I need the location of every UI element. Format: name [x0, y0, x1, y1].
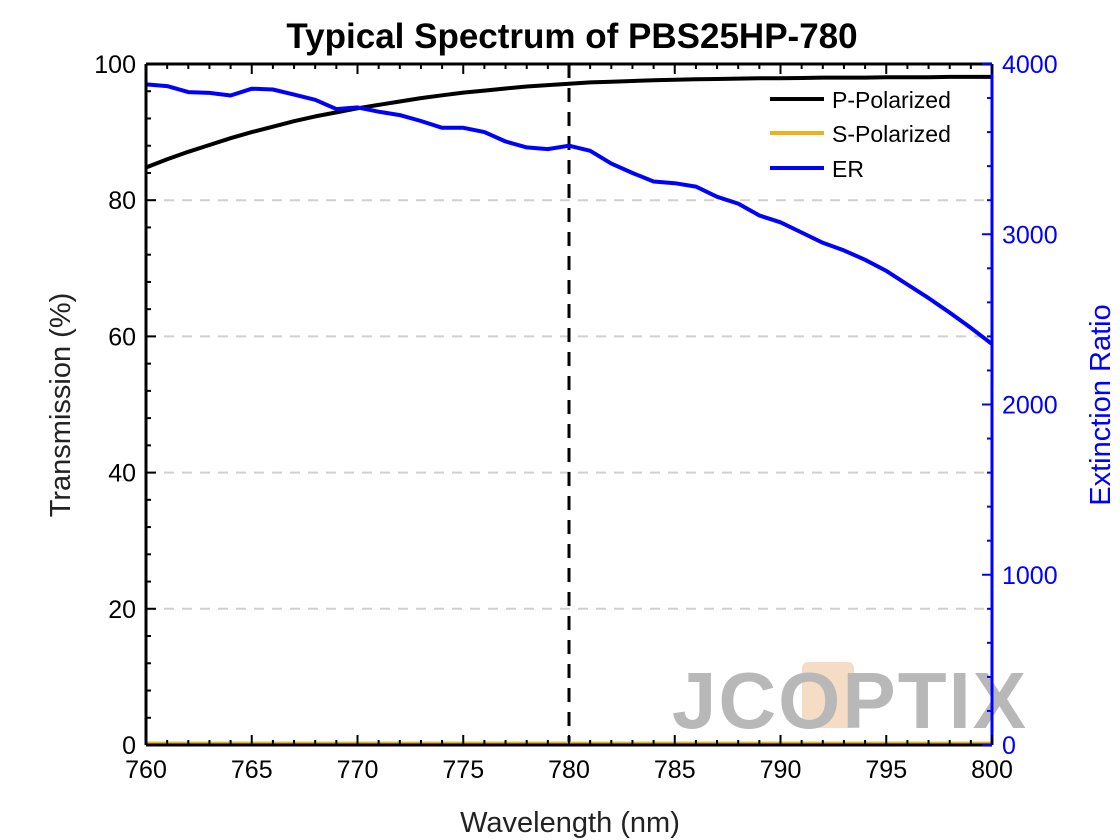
tick-labels: 760 765 770 775 780 785 790 795 8000204060801000… — [94, 51, 1057, 784]
legend-label-er: ER — [832, 156, 864, 182]
series-line-p-polarized — [145, 74, 992, 170]
y2-tick-label: 2000 — [1002, 392, 1058, 420]
x-axis-label: Wavelength (nm) — [460, 807, 680, 839]
x-tick-label: 780 — [548, 756, 590, 784]
y-tick-label: 80 — [108, 187, 136, 215]
watermark-text: JCOPTIX — [672, 656, 1028, 745]
watermark-accent — [802, 662, 854, 728]
legend: P-Polarized S-Polarized ER — [770, 87, 951, 182]
x-tick-label: 785 — [654, 756, 696, 784]
legend-label-p-polarized: P-Polarized — [832, 87, 951, 113]
y-tick-label: 0 — [122, 732, 136, 760]
y2-tick-label: 4000 — [1002, 51, 1058, 79]
chart-title: Typical Spectrum of PBS25HP-780 — [286, 17, 857, 56]
x-tick-label: 800 — [971, 756, 1013, 784]
y2-tick-label: 3000 — [1002, 221, 1058, 249]
x-tick-label: 775 — [442, 756, 484, 784]
y-tick-label: 60 — [108, 323, 136, 351]
x-tick-label: 765 — [231, 756, 273, 784]
x-tick-label: 790 — [760, 756, 802, 784]
x-tick-label: 770 — [337, 756, 379, 784]
x-tick-label: 795 — [865, 756, 907, 784]
y-tick-label: 20 — [108, 596, 136, 624]
y-tick-label: 100 — [94, 51, 136, 79]
legend-label-s-polarized: S-Polarized — [832, 121, 951, 147]
x-tick-label: 760 — [125, 756, 167, 784]
y2-tick-label: 0 — [1002, 732, 1016, 760]
axes-layer — [144, 62, 994, 747]
y2-axis-label: Extinction Ratio — [1085, 304, 1117, 506]
y-axis-label: Transmission (%) — [45, 293, 77, 518]
y-tick-label: 40 — [108, 460, 136, 488]
y2-tick-label: 1000 — [1002, 562, 1058, 590]
series-line-er — [145, 82, 994, 346]
watermark-logo: JCOPTIX — [672, 656, 1028, 745]
